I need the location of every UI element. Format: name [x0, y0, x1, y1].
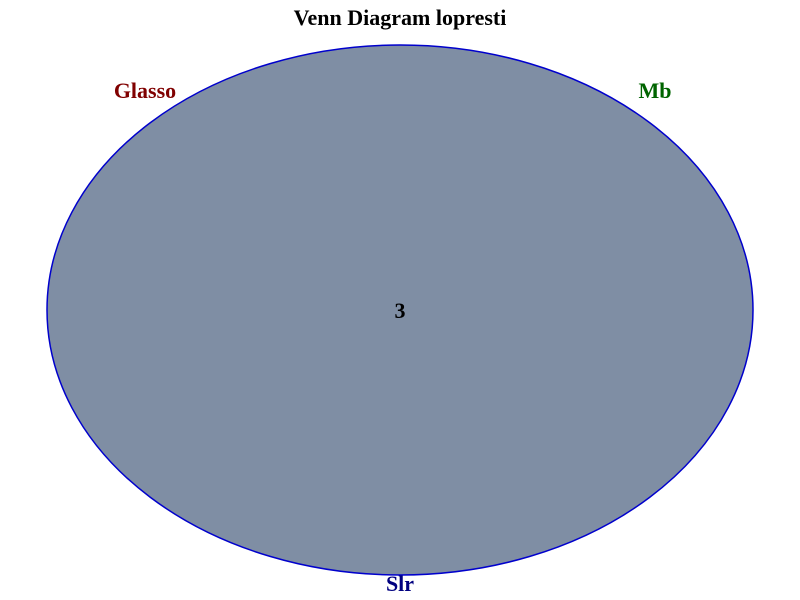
region-count-all: 3 — [395, 298, 406, 323]
set-ellipse-all — [46, 44, 754, 576]
set-label-glasso: Glasso — [114, 78, 176, 103]
set-label-mb: Mb — [639, 78, 672, 103]
diagram-title: Venn Diagram lopresti — [294, 5, 507, 30]
set-label-slr: Slr — [386, 571, 414, 596]
